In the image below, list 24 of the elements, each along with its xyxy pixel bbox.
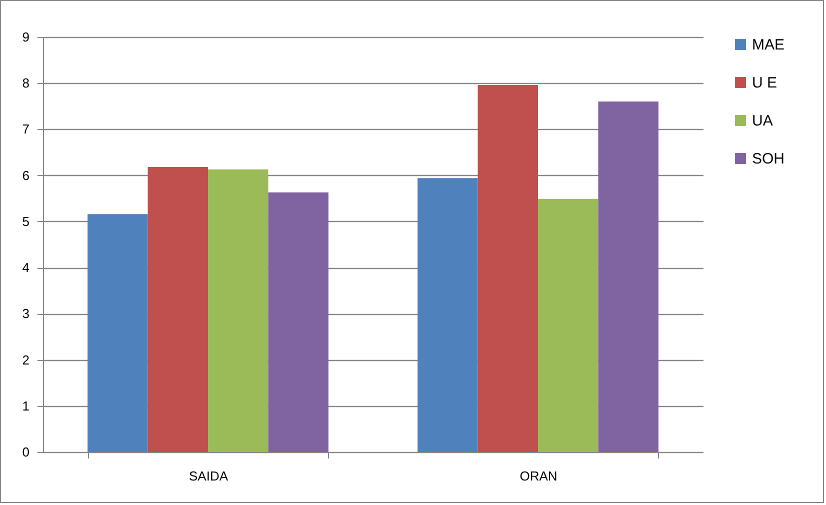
y-tick-label: 4 — [22, 260, 30, 276]
bar — [88, 214, 148, 452]
bar — [478, 84, 538, 452]
y-tick-label: 6 — [22, 168, 30, 183]
x-tick-label: SAIDA — [188, 468, 228, 484]
legend-label: MAE — [752, 36, 785, 54]
legend-label: SOH — [752, 150, 785, 168]
y-tick-label: 3 — [22, 306, 30, 322]
y-tick-label: 7 — [22, 122, 30, 137]
x-tick-label: ORAN — [520, 468, 558, 484]
bar — [268, 192, 328, 452]
bar — [598, 102, 658, 452]
bar — [208, 169, 268, 452]
y-tick-label: 0 — [22, 444, 30, 460]
legend-label: U E — [752, 74, 778, 92]
bar — [148, 167, 208, 452]
bar — [418, 178, 478, 452]
y-tick-label: 1 — [22, 398, 30, 414]
y-tick-label: 2 — [22, 352, 30, 368]
bar — [538, 198, 598, 452]
y-tick-label: 9 — [22, 30, 30, 44]
y-tick-label: 8 — [22, 76, 30, 91]
y-tick-label: 5 — [22, 214, 30, 229]
legend-label: UA — [752, 112, 773, 130]
